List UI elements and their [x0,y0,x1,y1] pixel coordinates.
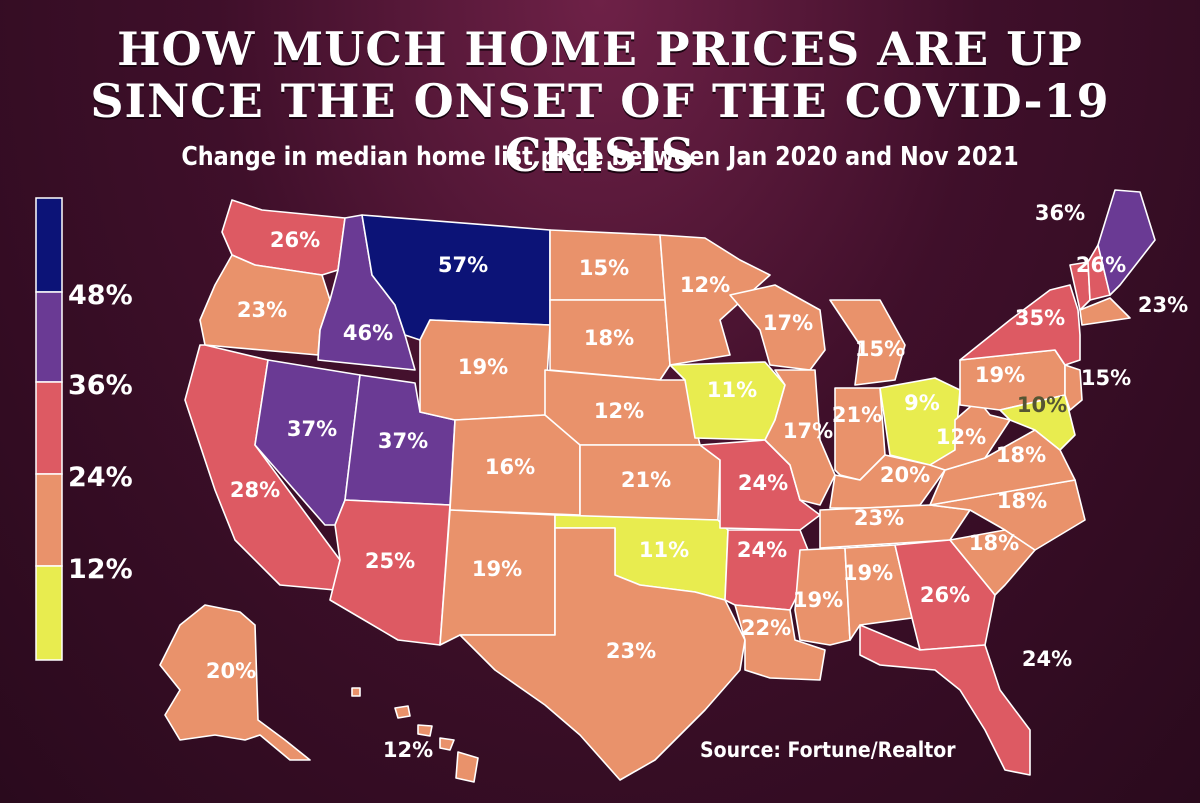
state-label-ia: 11% [707,378,757,402]
state-label-az: 25% [365,549,415,573]
state-label-wv: 12% [936,425,986,449]
title-line-1: HOW MUCH HOME PRICES ARE UP [117,22,1083,76]
state-label-id: 46% [343,321,393,345]
state-label-ma: 23% [1138,293,1188,317]
title-line-2: SINCE THE ONSET OF THE COVID-19 CRISIS [90,74,1110,182]
state-label-ky: 20% [880,463,930,487]
state-label-co: 16% [485,455,535,479]
state-MI [829,299,906,386]
state-label-ms: 19% [793,588,843,612]
legend-band-0-12 [35,565,63,661]
state-IL [764,369,836,506]
legend-tick-12: 12% [68,554,133,585]
legend: 48% 36% 24% 12% [35,197,133,661]
state-label-ut: 37% [378,429,428,453]
state-label-mt: 57% [438,253,488,277]
state-label-oh: 9% [904,391,940,415]
legend-tick-36: 36% [68,370,133,401]
state-label-nj: 15% [1081,366,1131,390]
legend-tick-48: 48% [68,280,133,311]
state-label-nv: 37% [287,417,337,441]
state-HI [351,687,479,783]
state-label-sd: 18% [584,326,634,350]
state-label-va: 18% [996,443,1046,467]
state-WI [729,284,826,371]
legend-tick-24: 24% [68,462,133,493]
source-note: Source: Fortune/Realtor [700,738,956,762]
state-FL [859,624,1031,776]
state-NJ [1064,364,1083,411]
state-label-tx: 23% [606,639,656,663]
legend-band-12-24 [35,473,63,567]
state-label-vt: 26% [1076,253,1126,277]
state-label-fl: 24% [1022,647,1072,671]
state-label-or: 23% [237,298,287,322]
state-label-wa: 26% [270,228,320,252]
state-label-pa: 19% [975,363,1025,387]
state-label-al: 19% [843,561,893,585]
state-label-wi: 17% [763,311,813,335]
state-label-hi: 12% [383,738,433,762]
state-label-ga: 26% [920,583,970,607]
state-KS [579,444,721,521]
state-label-ar: 24% [737,538,787,562]
state-MA [1079,297,1131,326]
state-NY [959,284,1081,366]
states-layer [159,189,1156,783]
legend-band-24-36 [35,381,63,475]
state-label-ak: 20% [206,659,256,683]
state-label-ne: 12% [594,399,644,423]
state-label-md: 10% [1017,393,1067,417]
state-TN [819,504,971,549]
state-label-ny: 35% [1015,306,1065,330]
legend-band-48-plus [35,197,63,293]
state-label-ks: 21% [621,468,671,492]
state-label-in: 21% [832,403,882,427]
state-SC [949,529,1036,596]
state-label-ok: 11% [639,538,689,562]
state-label-la: 22% [741,616,791,640]
state-label-mi: 15% [855,337,905,361]
state-label-me: 36% [1035,201,1085,225]
state-label-mo: 24% [738,471,788,495]
state-ME [1097,189,1156,296]
state-label-nc: 18% [997,489,1047,513]
state-label-ca: 28% [230,478,280,502]
state-LA [734,604,826,681]
legend-band-36-48 [35,291,63,383]
state-SD [549,299,671,381]
state-label-wy: 19% [458,355,508,379]
subtitle: Change in median home list price between… [181,142,1019,172]
state-TX [459,527,746,781]
state-label-nm: 19% [472,557,522,581]
state-labels: 26% 23% 28% 46% 37% 37% 25% 57% 19% 16% 19% 15% 18% 1… [206,201,1188,762]
state-label-mn: 12% [680,273,730,297]
state-AR [724,529,811,611]
state-label-nd: 15% [579,256,629,280]
state-AK [159,604,311,761]
state-AL [844,544,913,641]
state-label-il: 17% [783,419,833,443]
state-label-sc: 18% [969,531,1019,555]
state-label-tn: 23% [854,506,904,530]
state-MN [659,234,771,366]
